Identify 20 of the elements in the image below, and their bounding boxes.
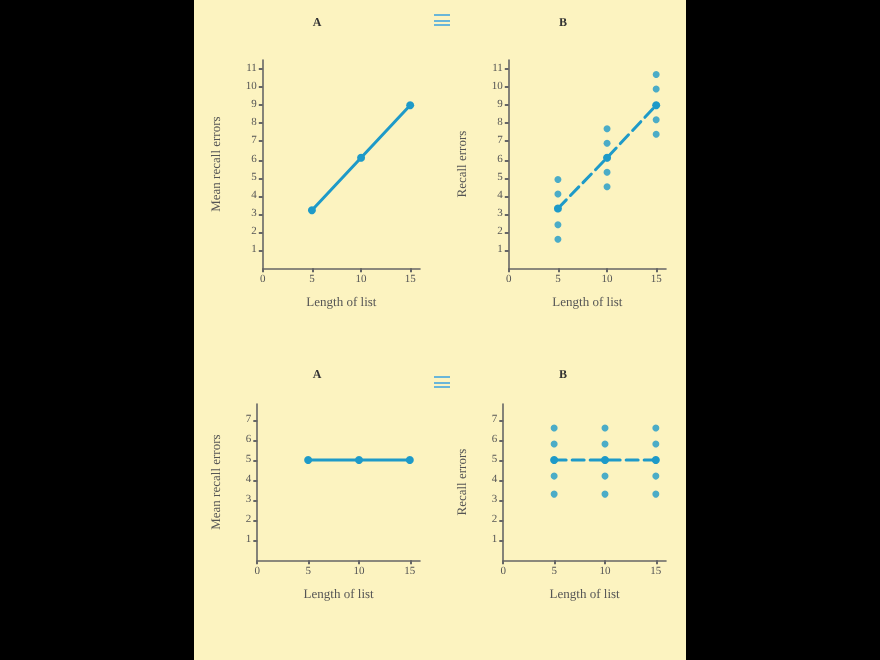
- point: [603, 183, 611, 191]
- point: [652, 490, 660, 498]
- point: [652, 440, 660, 448]
- point: [406, 101, 415, 110]
- point: [603, 139, 611, 147]
- point: [652, 70, 660, 78]
- point: [357, 153, 366, 162]
- point: [550, 472, 558, 480]
- point: [307, 206, 316, 215]
- point: [652, 130, 660, 138]
- point: [554, 175, 562, 183]
- point: [550, 490, 558, 498]
- point: [603, 168, 611, 176]
- point: [652, 424, 660, 432]
- point: [603, 125, 611, 133]
- point: [554, 221, 562, 229]
- point: [652, 116, 660, 124]
- point: [554, 235, 562, 243]
- point: [652, 85, 660, 93]
- point: [652, 472, 660, 480]
